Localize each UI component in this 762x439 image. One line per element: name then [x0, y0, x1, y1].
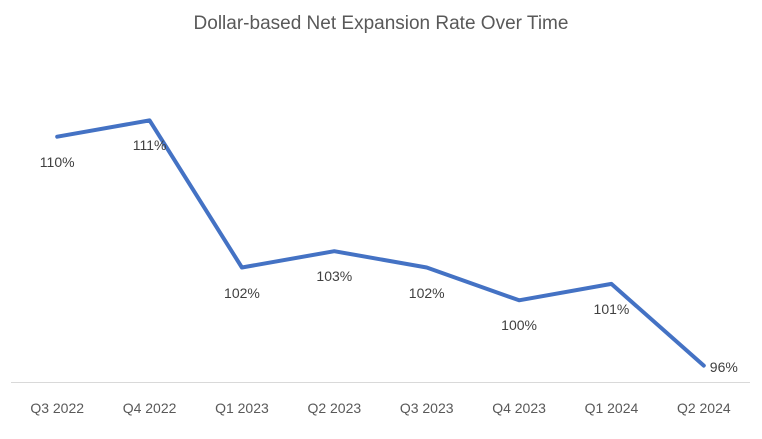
x-axis-tick-label: Q3 2022 [30, 400, 85, 416]
x-axis-tick-label: Q2 2023 [307, 400, 362, 416]
x-axis-line [11, 382, 750, 383]
x-axis-tick-label: Q4 2023 [492, 400, 546, 416]
x-axis-tick-label: Q4 2022 [122, 400, 177, 416]
x-axis-tick-label: Q3 2023 [399, 400, 454, 416]
data-label: 102% [408, 284, 445, 301]
x-axis-tick-label: Q2 2024 [676, 400, 731, 416]
data-label: 110% [39, 153, 75, 170]
x-axis-tick-label: Q1 2023 [215, 400, 269, 416]
data-label: 101% [593, 300, 630, 317]
chart-title: Dollar-based Net Expansion Rate Over Tim… [193, 13, 569, 34]
data-label: 102% [224, 284, 260, 301]
data-label: 103% [316, 268, 353, 285]
data-label: 100% [501, 317, 537, 334]
x-axis-tick-label: Q1 2024 [584, 400, 639, 416]
data-label: 111% [132, 137, 167, 154]
data-label: 96% [709, 358, 738, 375]
series-line [55, 118, 706, 368]
